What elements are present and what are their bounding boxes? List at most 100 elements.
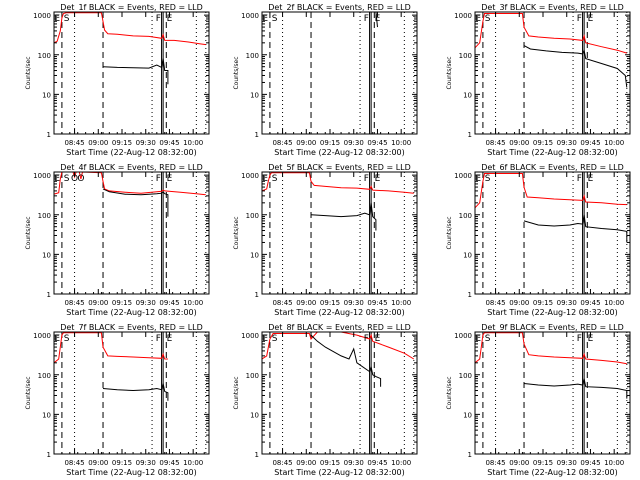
x-tick-label: 08:45 xyxy=(272,459,292,467)
x-tick-label: 09:15 xyxy=(320,299,340,307)
x-tick-label: 09:30 xyxy=(136,139,156,147)
panel-title: Det_8f BLACK = Events, RED = LLD xyxy=(268,323,411,332)
y-tick-label: 1 xyxy=(47,451,51,459)
marker-label: S xyxy=(272,334,278,344)
x-tick-label: 09:15 xyxy=(320,459,340,467)
lld-rate-line xyxy=(475,332,627,365)
detector-panel-7: 1 10 100 1000 08:45 09:00 09:15 09:30 09:45 10:00… xyxy=(25,323,210,477)
events-rate-line xyxy=(523,378,628,399)
x-tick-label: 08:45 xyxy=(64,299,84,307)
x-tick-label: 09:30 xyxy=(557,139,577,147)
y-tick-label: 100 xyxy=(38,52,51,60)
y-tick-label: 100 xyxy=(459,212,472,220)
marker-label: S xyxy=(64,14,70,24)
marker-label: F xyxy=(364,14,369,24)
y-tick-label: 1000 xyxy=(241,332,259,340)
x-axis-label: Start Time (22-Aug-12 08:32:00) xyxy=(487,308,618,317)
x-tick-label: 09:45 xyxy=(580,139,600,147)
y-axis-label: Counts/sec xyxy=(233,376,240,409)
events-rate-line xyxy=(102,58,169,85)
y-tick-label: 1 xyxy=(47,291,51,299)
events-rate-line xyxy=(102,383,169,401)
detector-panel-6: 1 10 100 1000 08:45 09:00 09:15 09:30 09:45 10:00… xyxy=(446,163,631,317)
x-tick-label: 09:30 xyxy=(344,459,364,467)
y-tick-label: 10 xyxy=(463,251,472,259)
lld-rate-line xyxy=(262,172,414,194)
marker-label: E xyxy=(475,174,481,184)
detector-panel-1: 1 10 100 1000 08:45 09:00 09:15 09:30 09:45 10:00… xyxy=(25,3,210,157)
x-axis-label: Start Time (22-Aug-12 08:32:00) xyxy=(66,468,197,477)
lld-rate-line xyxy=(54,332,168,364)
x-tick-label: 09:00 xyxy=(509,459,529,467)
marker-label: S xyxy=(64,174,70,184)
y-axis-label: Counts/sec xyxy=(25,216,32,249)
lld-rate-line xyxy=(54,172,206,196)
x-tick-label: 09:00 xyxy=(88,139,108,147)
y-tick-label: 100 xyxy=(246,212,259,220)
x-tick-label: 10:00 xyxy=(183,459,203,467)
lld-rate-line xyxy=(54,12,206,46)
marker-label: E xyxy=(588,334,594,344)
x-tick-label: 09:30 xyxy=(344,139,364,147)
panel-title: Det_7f BLACK = Events, RED = LLD xyxy=(60,323,203,332)
y-tick-label: 100 xyxy=(459,372,472,380)
x-tick-label: 10:00 xyxy=(604,459,624,467)
y-tick-label: 1 xyxy=(468,131,472,139)
x-tick-label: 09:30 xyxy=(557,299,577,307)
y-tick-label: 100 xyxy=(459,52,472,60)
y-tick-label: 10 xyxy=(250,251,259,259)
panel-title: Det_2f BLACK = Events, RED = LLD xyxy=(268,3,411,12)
x-tick-label: 08:45 xyxy=(272,299,292,307)
lld-rate-line xyxy=(475,173,627,209)
events-rate-line xyxy=(523,45,628,88)
x-tick-label: 09:30 xyxy=(136,299,156,307)
x-tick-label: 09:00 xyxy=(296,459,316,467)
marker-label: E xyxy=(54,14,60,24)
y-axis-label: Counts/sec xyxy=(446,216,453,249)
panel-title: Det_9f BLACK = Events, RED = LLD xyxy=(481,323,624,332)
y-tick-label: 100 xyxy=(38,212,51,220)
detector-panel-3: 1 10 100 1000 08:45 09:00 09:15 09:30 09:45 10:00… xyxy=(446,3,631,157)
x-tick-label: 09:30 xyxy=(136,459,156,467)
y-tick-label: 100 xyxy=(246,52,259,60)
marker-label: E xyxy=(54,334,60,344)
y-tick-label: 1 xyxy=(468,291,472,299)
plot-frame xyxy=(261,11,418,135)
marker-label: E xyxy=(167,174,173,184)
y-tick-label: 100 xyxy=(246,372,259,380)
x-tick-label: 08:45 xyxy=(272,139,292,147)
x-tick-label: 09:00 xyxy=(509,299,529,307)
detector-panel-5: 1 10 100 1000 08:45 09:00 09:15 09:30 09:45 10:00… xyxy=(233,163,418,317)
marker-label: E xyxy=(475,334,481,344)
x-tick-label: 09:45 xyxy=(580,299,600,307)
x-tick-label: 09:45 xyxy=(580,459,600,467)
marker-label: E xyxy=(588,174,594,184)
marker-label: O xyxy=(77,174,84,184)
marker-label: S xyxy=(64,334,70,344)
panel-title: Det_6f BLACK = Events, RED = LLD xyxy=(481,163,624,172)
x-tick-label: 08:45 xyxy=(485,299,505,307)
x-tick-label: 09:00 xyxy=(296,139,316,147)
y-tick-label: 100 xyxy=(38,372,51,380)
y-axis-label: Counts/sec xyxy=(446,376,453,409)
events-rate-line xyxy=(310,334,382,387)
marker-label: S xyxy=(272,174,278,184)
x-axis-label: Start Time (22-Aug-12 08:32:00) xyxy=(274,308,405,317)
x-tick-label: 09:45 xyxy=(367,459,387,467)
marker-label: E xyxy=(167,334,173,344)
x-tick-label: 10:00 xyxy=(391,459,411,467)
y-tick-label: 1000 xyxy=(454,332,472,340)
x-axis-label: Start Time (22-Aug-12 08:32:00) xyxy=(274,468,405,477)
x-tick-label: 09:00 xyxy=(88,459,108,467)
x-tick-label: 09:15 xyxy=(533,139,553,147)
y-axis-label: Counts/sec xyxy=(233,56,240,89)
x-axis-label: Start Time (22-Aug-12 08:32:00) xyxy=(66,148,197,157)
marker-label: F xyxy=(577,334,582,344)
panel-title: Det_4f BLACK = Events, RED = LLD xyxy=(60,163,203,172)
y-tick-label: 1000 xyxy=(241,12,259,20)
y-tick-label: 1 xyxy=(255,131,259,139)
y-tick-label: 10 xyxy=(463,91,472,99)
events-rate-line xyxy=(102,188,169,217)
x-tick-label: 09:15 xyxy=(112,299,132,307)
marker-label: S xyxy=(485,14,491,24)
